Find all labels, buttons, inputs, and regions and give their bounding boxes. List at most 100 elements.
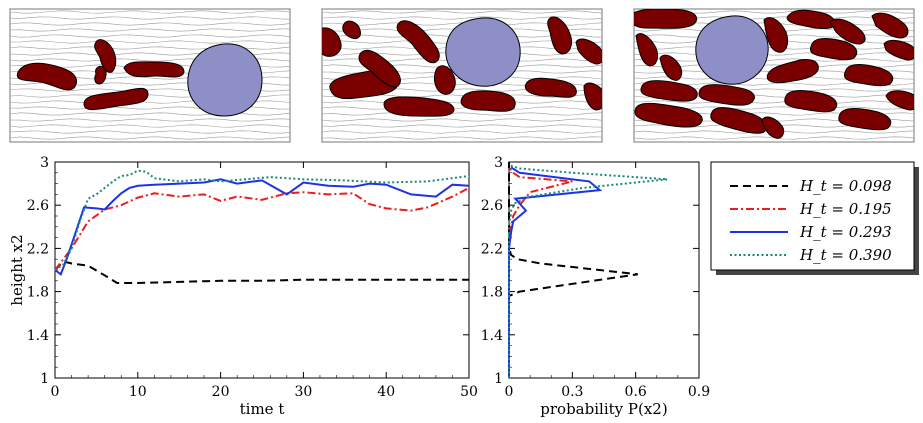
- y-tick-label: 3: [40, 155, 49, 171]
- x-tick-label: 0.9: [688, 384, 710, 400]
- droplet: [829, 18, 866, 45]
- streamline: [10, 16, 290, 20]
- streamline: [634, 100, 914, 104]
- droplet: [766, 59, 819, 84]
- series-line-3: [508, 166, 603, 378]
- x-tick-label: 40: [377, 384, 395, 400]
- x-tick-label: 50: [460, 384, 478, 400]
- droplet: [16, 62, 77, 91]
- streamline: [634, 52, 914, 56]
- y-tick-label: 2.6: [481, 198, 503, 214]
- streamline: [10, 136, 290, 140]
- x-axis-label: probability P(x2): [540, 400, 667, 418]
- droplet: [698, 84, 755, 106]
- droplet: [583, 82, 602, 111]
- x-axis-ticks: 0 10 20 30 40 50: [51, 162, 478, 400]
- y-tick-label: 2.2: [27, 241, 49, 257]
- streamline: [322, 106, 602, 110]
- series-line-4: [54, 169, 470, 271]
- droplet: [524, 77, 577, 98]
- droplet: [838, 108, 892, 131]
- legend-label: H_t = 0.098: [799, 177, 892, 195]
- streamline: [322, 112, 602, 116]
- droplet: [885, 90, 914, 111]
- probability-chart: 1 1.4 1.8 2.2 2.6 3 0 0.3 0.6 0.9 probability P(…: [481, 155, 710, 418]
- x-axis-ticks: 0 0.3 0.6 0.9: [505, 162, 710, 400]
- streamline: [10, 22, 290, 26]
- droplet: [358, 49, 401, 88]
- x-tick-label: 0: [505, 384, 514, 400]
- droplet: [635, 33, 659, 67]
- y-tick-label: 1: [494, 371, 503, 387]
- x-tick-label: 0.3: [561, 384, 583, 400]
- droplet: [763, 17, 789, 53]
- droplet: [634, 102, 703, 128]
- y-tick-label: 2.6: [27, 198, 49, 214]
- particle: [445, 17, 521, 87]
- series-line-1: [54, 260, 469, 284]
- streamline: [10, 40, 290, 44]
- streamline: [634, 136, 914, 140]
- streamline: [10, 124, 290, 128]
- droplet: [94, 65, 107, 85]
- streamline: [10, 28, 290, 32]
- series-line-1: [508, 162, 638, 378]
- y-tick-label: 1.8: [27, 285, 49, 301]
- streamline: [322, 136, 602, 140]
- x-tick-label: 0: [51, 384, 60, 400]
- droplet: [460, 90, 516, 112]
- legend-label: H_t = 0.390: [799, 246, 892, 264]
- droplet: [871, 12, 909, 39]
- series-lines: [508, 162, 668, 378]
- droplet: [843, 64, 894, 87]
- x-tick-label: 10: [129, 384, 147, 400]
- droplet: [883, 39, 914, 61]
- droplet: [322, 27, 342, 57]
- y-axis-ticks: 1 1.4 1.8 2.2 2.6 3: [27, 155, 469, 387]
- snapshot-panel-2: [321, 8, 603, 143]
- particle: [695, 15, 769, 85]
- legend-box: [710, 161, 915, 271]
- legend-label: H_t = 0.293: [799, 223, 892, 241]
- droplet: [640, 80, 698, 102]
- droplet: [761, 116, 785, 139]
- streamline: [322, 10, 602, 14]
- streamline: [634, 58, 914, 62]
- droplet: [547, 16, 573, 55]
- y-tick-label: 2.2: [481, 241, 503, 257]
- legend-label: H_t = 0.195: [799, 200, 892, 218]
- streamline: [10, 10, 290, 14]
- streamline: [10, 112, 290, 116]
- streamline: [322, 124, 602, 128]
- streamline: [10, 118, 290, 122]
- particle: [187, 43, 263, 117]
- droplet: [786, 9, 836, 29]
- droplet: [659, 54, 683, 81]
- x-tick-label: 0.6: [625, 384, 647, 400]
- y-axis-label: height x2: [8, 234, 26, 305]
- plot-area: [54, 161, 470, 379]
- y-axis-ticks: 1 1.4 1.8 2.2 2.6 3: [481, 155, 699, 387]
- series-line-3: [54, 178, 470, 276]
- droplet: [123, 61, 185, 78]
- streamline: [10, 34, 290, 38]
- legend: H_t = 0.098 H_t = 0.195 H_t = 0.293 H_t = 0…: [710, 161, 919, 275]
- y-tick-label: 1.4: [27, 328, 49, 344]
- x-axis-label: time t: [240, 400, 285, 418]
- droplet: [94, 39, 117, 73]
- y-tick-label: 1.4: [481, 328, 503, 344]
- streamline: [322, 130, 602, 134]
- height-time-chart: 1 1.4 1.8 2.2 2.6 3 0 10 20 30 40 50 time t height…: [8, 155, 478, 418]
- snapshot-panel-1: [9, 8, 291, 143]
- y-tick-label: 1.8: [481, 285, 503, 301]
- x-tick-label: 20: [212, 384, 230, 400]
- x-tick-label: 30: [294, 384, 312, 400]
- droplet: [433, 65, 456, 95]
- droplet: [342, 20, 361, 39]
- droplet: [83, 87, 149, 111]
- droplet: [634, 9, 698, 29]
- droplet: [383, 96, 455, 117]
- streamline: [10, 130, 290, 134]
- droplet: [396, 20, 440, 64]
